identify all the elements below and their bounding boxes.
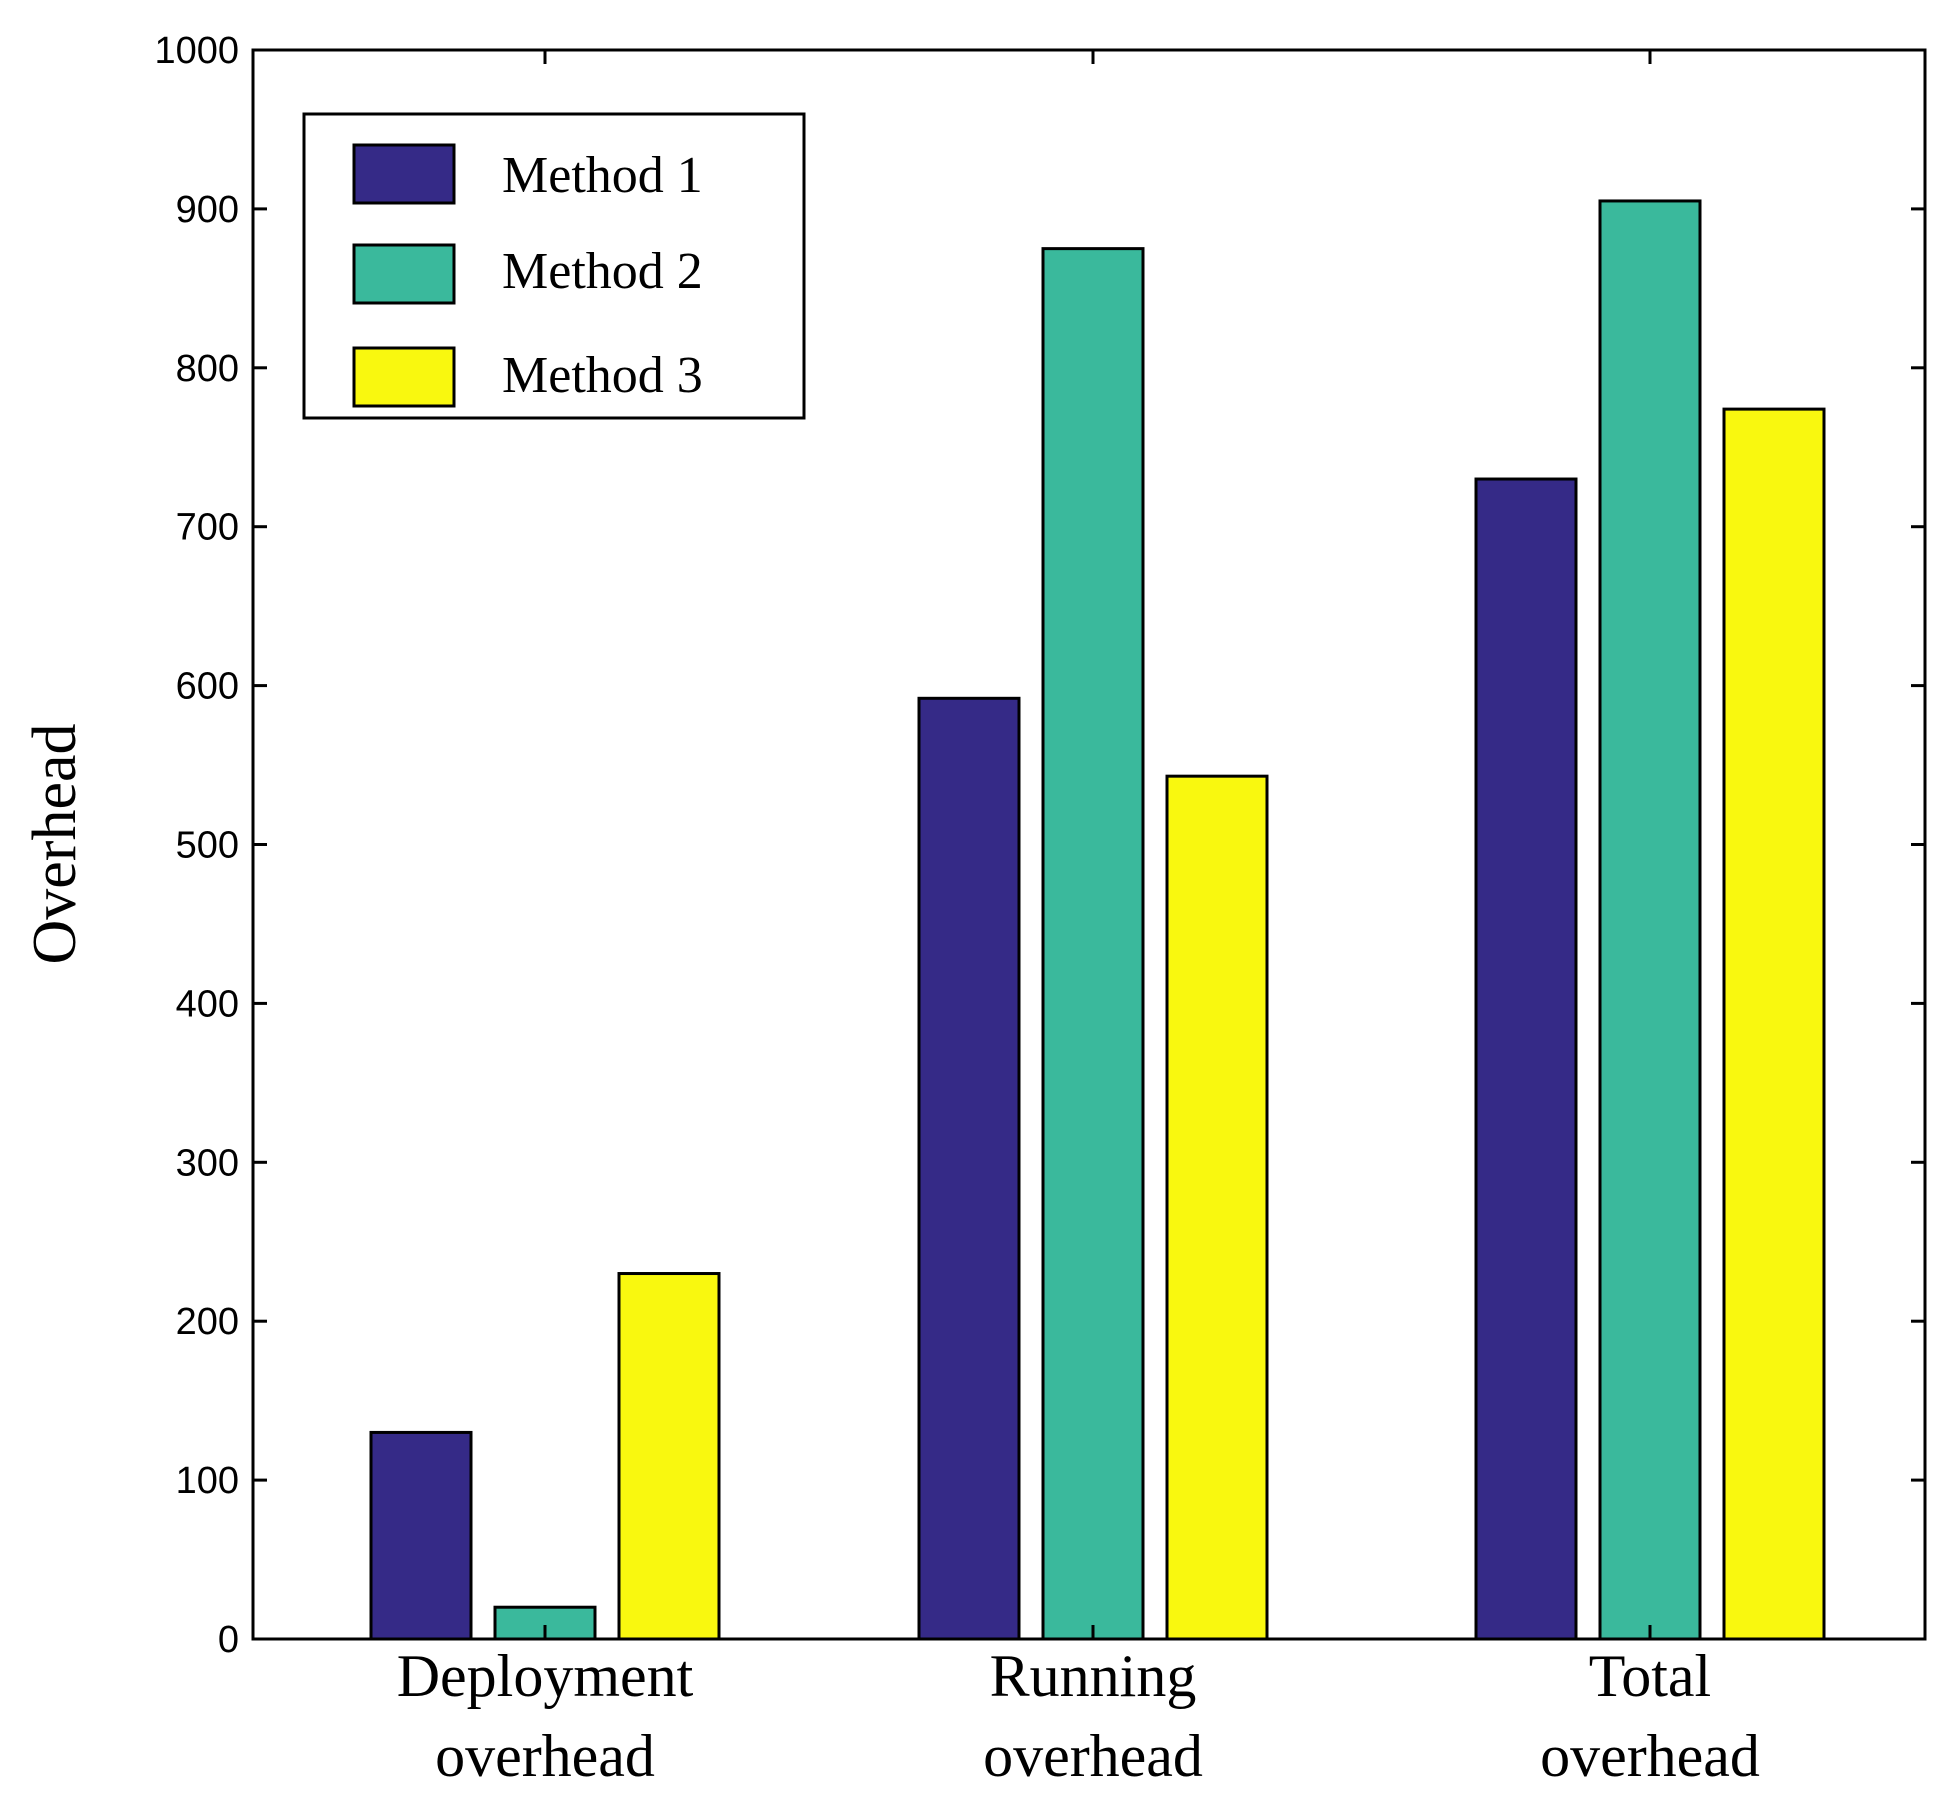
bar-method-3-3 [1722,407,1826,1641]
legend-swatch-method-3 [352,346,456,408]
bar-method-3-1 [617,1272,721,1641]
legend-swatch-method-2 [352,243,456,305]
y-tick-label-500: 500 [176,825,239,867]
ticks-group: 0 100 200 300 400 500 600 700 800 900 1000 Deployme… [154,30,1925,1789]
legend-swatch-method-1 [352,143,456,205]
y-tick-label-900: 900 [176,189,239,231]
bar-method-1-3 [1474,477,1578,1641]
y-tick-label-200: 200 [176,1301,239,1343]
x-category-label-line: overhead [983,1723,1203,1789]
plot-frame [251,48,1927,1641]
y-tick-label-300: 300 [176,1142,239,1184]
x-category-label-3: Total overhead [1540,1643,1760,1789]
legend: Method 1 Method 2 Method 3 [302,112,806,420]
x-category-label-line: overhead [435,1723,655,1789]
y-tick-label-0: 0 [218,1619,239,1661]
bar-method-2-3 [1598,199,1702,1641]
y-tick-label-100: 100 [176,1460,239,1502]
y-tick-label-1000: 1000 [154,30,239,72]
x-category-label-2: Running overhead [983,1643,1203,1789]
legend-label-method-1: Method 1 [502,147,703,204]
y-tick-label-700: 700 [176,507,239,549]
y-axis-title: Overhead [21,724,89,965]
x-category-label-line: Total [1589,1643,1711,1709]
legend-label-method-2: Method 2 [502,243,703,300]
x-category-label-line: overhead [1540,1723,1760,1789]
bar-method-1-1 [369,1430,473,1641]
y-tick-label-800: 800 [176,348,239,390]
bar-method-1-2 [917,696,1021,1641]
bars-group [369,199,1826,1641]
x-category-label-line: Deployment [397,1643,694,1709]
y-tick-label-600: 600 [176,666,239,708]
legend-label-method-3: Method 3 [502,347,703,404]
x-category-label-1: Deployment overhead [397,1643,694,1789]
bar-method-3-2 [1165,774,1269,1641]
x-category-label-line: Running [990,1643,1197,1709]
y-tick-label-400: 400 [176,983,239,1025]
bar-method-2-2 [1041,247,1145,1641]
